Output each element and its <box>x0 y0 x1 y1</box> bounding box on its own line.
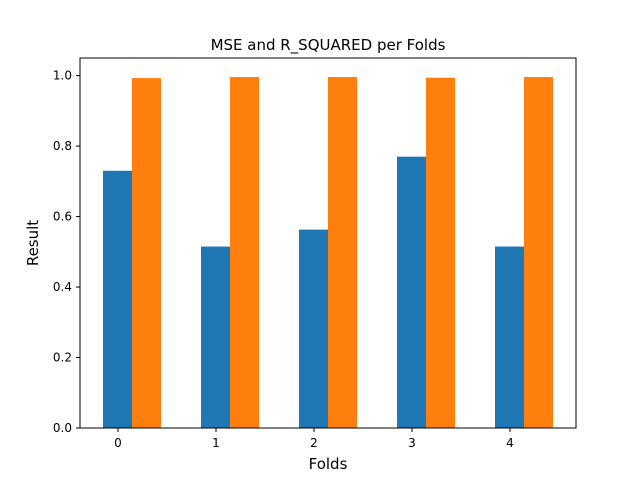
bar-series-1-fold-3 <box>397 156 426 428</box>
x-tick-label: 3 <box>408 436 416 450</box>
bar-series-2-fold-1 <box>230 77 259 429</box>
plot-area-frame <box>79 57 577 429</box>
bar-series-2-fold-2 <box>328 77 357 429</box>
x-tick-label: 0 <box>114 436 122 450</box>
x-tick-label: 1 <box>212 436 220 450</box>
y-axis-label: Result <box>24 220 42 266</box>
x-axis-ticks: 0 1 2 3 4 <box>114 428 514 450</box>
bar-series-1-fold-1 <box>201 246 230 428</box>
bar-series-1-fold-0 <box>103 170 132 428</box>
y-tick-label: 0.0 <box>53 421 72 435</box>
y-tick-label: 0.4 <box>53 280 72 294</box>
bars-group <box>103 77 553 429</box>
x-axis-label: Folds <box>309 455 348 473</box>
bar-series-2-fold-3 <box>426 77 455 428</box>
bar-series-2-fold-4 <box>524 77 553 429</box>
bar-series-1-fold-2 <box>299 229 328 428</box>
x-tick-label: 2 <box>310 436 318 450</box>
y-axis-ticks: 0.0 0.2 0.4 0.6 0.8 1.0 <box>53 69 80 435</box>
y-tick-label: 0.2 <box>53 351 72 365</box>
bar-series-2-fold-0 <box>132 78 161 428</box>
y-tick-label: 0.6 <box>53 210 72 224</box>
y-tick-label: 1.0 <box>53 69 72 83</box>
chart-title: MSE and R_SQUARED per Folds <box>211 36 446 55</box>
x-tick-label: 4 <box>506 436 514 450</box>
bar-series-1-fold-4 <box>495 246 524 428</box>
y-tick-label: 0.8 <box>53 139 72 153</box>
